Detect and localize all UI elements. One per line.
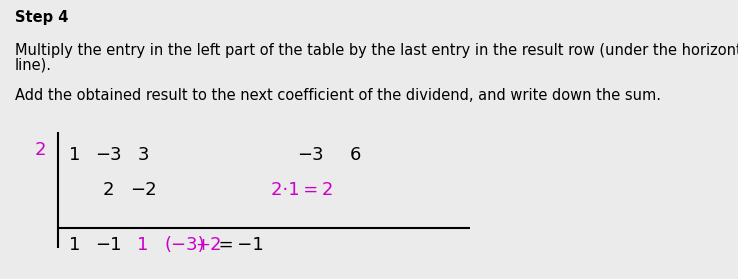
Text: (−3): (−3) xyxy=(165,236,206,254)
Text: −3: −3 xyxy=(297,146,323,164)
Text: Multiply the entry in the left part of the table by the last entry in the result: Multiply the entry in the left part of t… xyxy=(15,43,738,58)
Text: 2·1 = 2: 2·1 = 2 xyxy=(271,181,333,199)
Text: line).: line). xyxy=(15,58,52,73)
Text: −2: −2 xyxy=(130,181,156,199)
Text: 3: 3 xyxy=(137,146,149,164)
Text: 1: 1 xyxy=(69,146,80,164)
Text: 2: 2 xyxy=(34,141,46,159)
Text: −1: −1 xyxy=(94,236,121,254)
Text: +2: +2 xyxy=(195,236,221,254)
Text: Add the obtained result to the next coefficient of the dividend, and write down : Add the obtained result to the next coef… xyxy=(15,88,661,103)
Text: 6: 6 xyxy=(349,146,361,164)
Text: = −1: = −1 xyxy=(215,236,263,254)
Text: 1: 1 xyxy=(69,236,80,254)
Text: −3: −3 xyxy=(94,146,121,164)
Text: 1: 1 xyxy=(137,236,148,254)
Text: 2: 2 xyxy=(103,181,114,199)
Text: Step 4: Step 4 xyxy=(15,10,69,25)
